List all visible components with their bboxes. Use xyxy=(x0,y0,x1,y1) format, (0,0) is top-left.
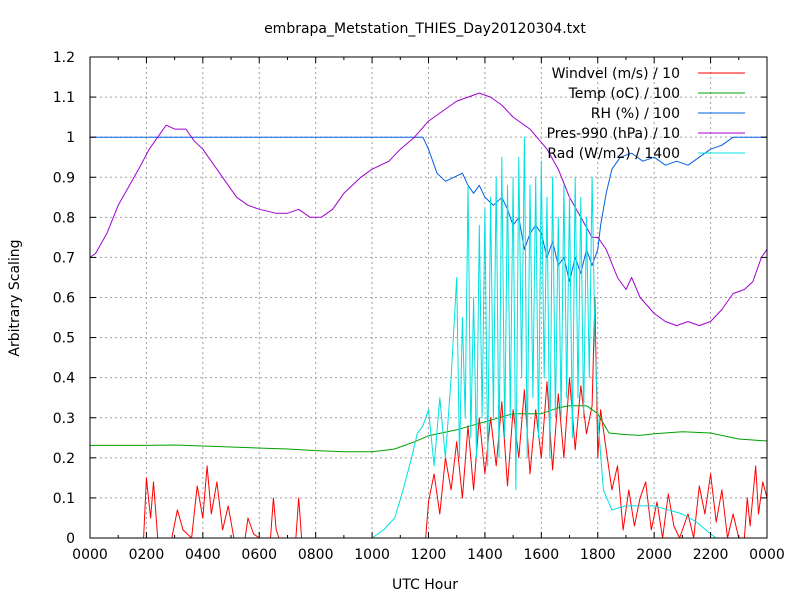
x-tick-label: 1800 xyxy=(580,547,616,563)
y-tick-label: 0.8 xyxy=(53,210,75,226)
x-tick-label: 0400 xyxy=(185,547,221,563)
legend-label: Pres-990 (hPa) / 10 xyxy=(547,126,680,142)
series-line-3 xyxy=(90,136,767,282)
y-tick-label: 0.3 xyxy=(53,411,75,427)
y-tick-label: 0.6 xyxy=(53,291,75,307)
y-tick-label: 1.2 xyxy=(53,50,75,66)
y-tick-label: 0.5 xyxy=(53,331,75,347)
y-tick-label: 1.1 xyxy=(53,90,75,106)
x-tick-label: 1000 xyxy=(354,547,390,563)
x-tick-label: 2200 xyxy=(693,547,729,563)
x-tick-label: 0200 xyxy=(129,547,165,563)
legend-label: Rad (W/m2) / 1400 xyxy=(547,146,680,162)
series-line-5 xyxy=(90,136,767,539)
y-tick-label: 1 xyxy=(66,130,75,146)
y-tick-label: 0.9 xyxy=(53,170,75,186)
x-tick-label: 1400 xyxy=(467,547,503,563)
x-axis-label: UTC Hour xyxy=(392,577,458,593)
chart-title: embrapa_Metstation_THIES_Day20120304.txt xyxy=(264,21,586,37)
x-tick-label: 0600 xyxy=(241,547,277,563)
y-tick-label: 0.2 xyxy=(53,451,75,467)
x-tick-label: 1200 xyxy=(411,547,447,563)
series-line-4 xyxy=(89,92,768,327)
y-tick-label: 0.1 xyxy=(53,491,75,507)
axis-ticks: 0000 0200 0400 0600 0800 1000 1200 1400 1600 1800… xyxy=(53,50,785,563)
x-tick-label: 0800 xyxy=(298,547,334,563)
y-tick-label: 0.4 xyxy=(53,371,75,387)
y-tick-label: 0.7 xyxy=(53,250,75,266)
series-line-2 xyxy=(90,405,768,453)
y-tick-label: 0 xyxy=(66,531,75,547)
x-tick-label: 1600 xyxy=(524,547,560,563)
series-layer xyxy=(89,92,768,539)
legend: Windvel (m/s) / 10 Temp (oC) / 100 RH (%) … xyxy=(547,66,745,162)
x-tick-label: 0000 xyxy=(72,547,108,563)
legend-label: Windvel (m/s) / 10 xyxy=(552,66,680,82)
x-tick-label: 2000 xyxy=(636,547,672,563)
legend-label: Temp (oC) / 100 xyxy=(568,86,680,102)
y-axis-label: Arbitrary Scaling xyxy=(7,239,23,356)
legend-label: RH (%) / 100 xyxy=(591,106,680,122)
x-tick-label: 0000 xyxy=(749,547,785,563)
series-line-1 xyxy=(90,297,768,539)
